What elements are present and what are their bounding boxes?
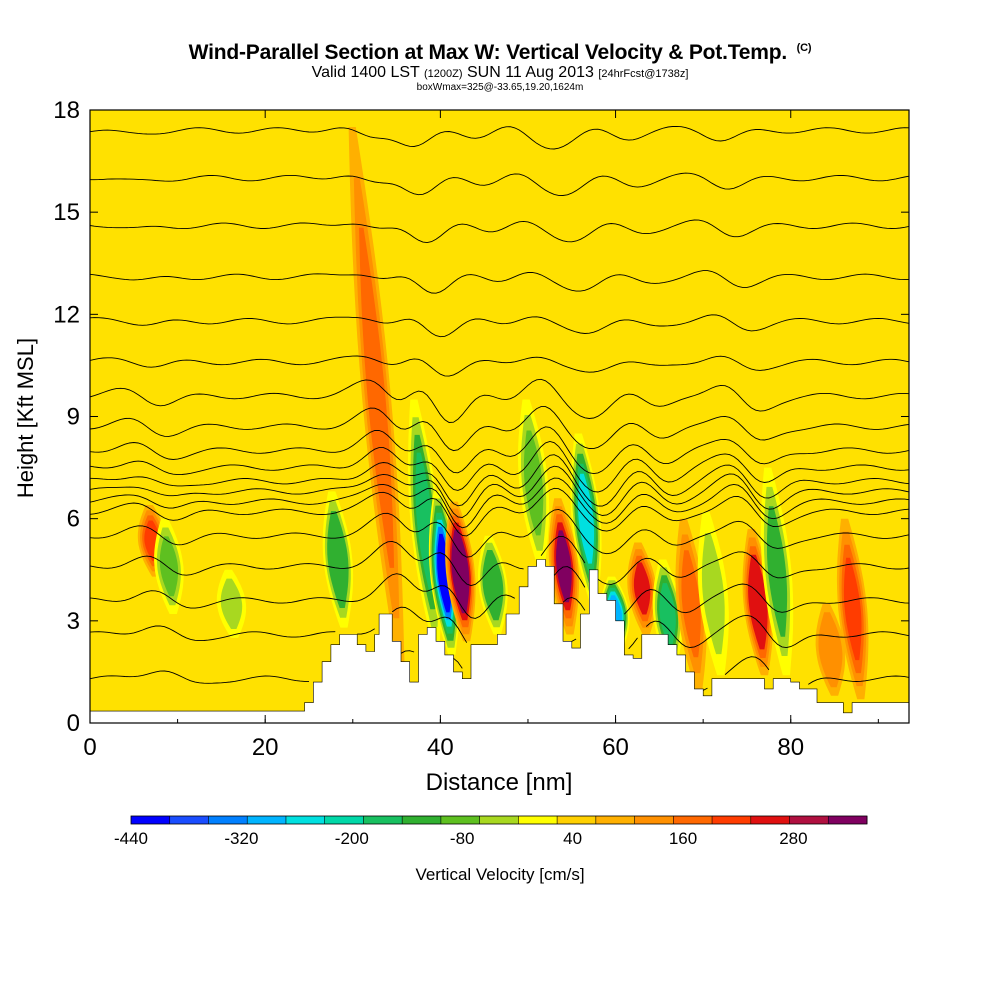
- colorbar-swatch: [828, 816, 868, 824]
- colorbar-swatch: [595, 816, 636, 824]
- colorbar-swatch: [557, 816, 597, 824]
- colorbar-tick-label: 40: [563, 829, 582, 848]
- colorbar-swatch: [324, 816, 364, 824]
- colorbar-tick-label: -200: [335, 829, 369, 848]
- colorbar-swatch: [440, 816, 481, 824]
- colorbar-swatch: [363, 816, 403, 824]
- y-tick-label: 6: [67, 506, 80, 533]
- velocity-cell: [437, 533, 452, 613]
- chart-header: Wind-Parallel Section at Max W: Vertical…: [0, 36, 1000, 94]
- colorbar-label: Vertical Velocity [cm/s]: [415, 865, 584, 884]
- velocity-cell: [843, 557, 862, 661]
- isentrope: [90, 219, 909, 244]
- valid-date: SUN 11 Aug 2013: [466, 64, 594, 81]
- isentrope: [90, 566, 909, 619]
- isentrope: [90, 355, 909, 377]
- x-tick-label: 40: [427, 734, 454, 761]
- velocity-cell: [159, 536, 179, 597]
- isentrope: [90, 487, 909, 537]
- isentrope: [90, 477, 909, 529]
- isentrope: [90, 465, 909, 518]
- pot-temp-contours: [90, 125, 909, 691]
- y-tick-label: 18: [53, 97, 80, 124]
- terrain: [90, 559, 909, 723]
- isentrope: [90, 441, 909, 493]
- y-tick-label: 0: [67, 710, 80, 737]
- isentrope: [90, 454, 909, 507]
- terrain-profile: [90, 559, 909, 723]
- x-tick-label: 0: [83, 734, 96, 761]
- velocity-cell: [359, 227, 395, 568]
- isentrope: [90, 406, 909, 452]
- isentrope: [90, 125, 909, 150]
- isentrope: [90, 597, 909, 650]
- y-tick-label: 3: [67, 608, 80, 635]
- x-tick-label: 60: [602, 734, 629, 761]
- y-tick-label: 15: [53, 199, 80, 226]
- velocity-cell: [767, 506, 788, 637]
- colorbar-tick-label: -320: [224, 829, 258, 848]
- chart-title-line: Wind-Parallel Section at Max W: Vertical…: [0, 36, 1000, 65]
- velocity-cell: [556, 530, 572, 603]
- valid-time-line: Valid 1400 LST (1200Z) SUN 11 Aug 2013 […: [0, 65, 1000, 82]
- copyright-mark: (C): [796, 42, 812, 54]
- x-axis-label: Distance [nm]: [426, 769, 573, 796]
- colorbar-swatch: [402, 816, 442, 824]
- isentrope: [90, 426, 909, 475]
- y-tick-label: 9: [67, 404, 80, 431]
- velocity-cell: [523, 430, 544, 536]
- x-tick-label: 20: [252, 734, 279, 761]
- isentrope: [90, 378, 909, 423]
- isentrope: [90, 172, 909, 196]
- valid-prefix: Valid 1400 LST: [311, 64, 420, 81]
- isentrope: [90, 508, 909, 558]
- colorbar-swatch: [208, 816, 248, 824]
- colorbar-swatch: [285, 816, 326, 824]
- colorbar-swatch: [247, 816, 287, 824]
- chart-title: Wind-Parallel Section at Max W: Vertical…: [188, 41, 788, 64]
- colorbar-tick-label: 160: [669, 829, 697, 848]
- velocity-cell: [329, 520, 347, 599]
- colorbar-frame: [130, 815, 868, 825]
- velocity-cell: [633, 562, 651, 615]
- colorbar-swatch: [169, 816, 209, 824]
- colorbar-swatch: [131, 816, 171, 824]
- colorbar-swatch: [634, 816, 674, 824]
- velocity-cell: [681, 550, 701, 658]
- forecast-info: [24hrFcst@1738z]: [598, 68, 689, 80]
- colorbar-tick-label: -440: [114, 829, 148, 848]
- x-tick-label: 80: [777, 734, 804, 761]
- colorbar-tick-label: 280: [779, 829, 807, 848]
- axes: 0 20 40 60 80 0 3 6 9 12 15 18: [53, 97, 909, 761]
- y-tick-label: 12: [53, 301, 80, 328]
- isentrope: [90, 270, 909, 294]
- colorbar-swatch: [479, 816, 519, 824]
- colorbar-swatch: [673, 816, 713, 824]
- valid-utc: (1200Z): [424, 68, 463, 80]
- box-info: boxWmax=325@-33.65,19.20,1624m: [416, 82, 584, 93]
- colorbar-swatch: [518, 816, 558, 824]
- velocity-cell: [452, 536, 468, 607]
- velocity-cell: [220, 578, 243, 629]
- velocity-cell: [750, 563, 766, 641]
- vertical-velocity-field: [90, 110, 909, 723]
- isentrope: [90, 314, 909, 338]
- colorbar-swatch: [712, 816, 752, 824]
- colorbar-swatch: [750, 816, 791, 824]
- colorbar: -440 -320 -200 -80 40 160 280: [114, 815, 868, 848]
- colorbar-tick-label: -80: [450, 829, 475, 848]
- velocity-cell: [659, 583, 676, 645]
- isentrope: [90, 535, 909, 587]
- y-axis-label: Height [Kft MSL]: [13, 338, 38, 498]
- velocity-cell: [701, 533, 725, 655]
- colorbar-swatch: [789, 816, 829, 824]
- isentrope: [90, 638, 909, 691]
